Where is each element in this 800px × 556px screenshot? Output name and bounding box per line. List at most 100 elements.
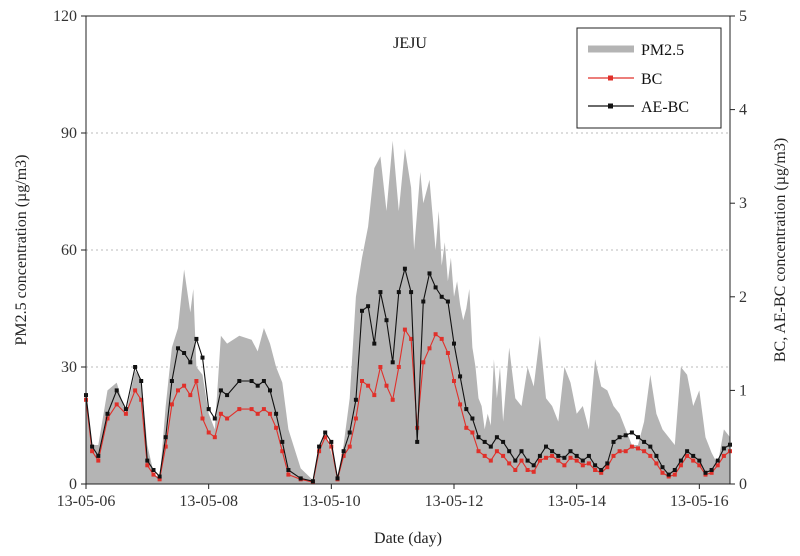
- bc-point: [562, 463, 567, 468]
- aebc-point: [114, 388, 119, 393]
- bc-point: [353, 416, 358, 421]
- bc-point: [163, 444, 168, 449]
- bc-point: [133, 388, 138, 393]
- bc-point: [501, 453, 506, 458]
- bc-point: [672, 472, 677, 477]
- aebc-point: [90, 444, 95, 449]
- aebc-point: [384, 318, 389, 323]
- bc-point: [599, 470, 604, 475]
- bc-point: [636, 446, 640, 451]
- bc-point: [151, 472, 156, 477]
- aebc-point: [629, 430, 634, 435]
- aebc-point: [599, 468, 604, 472]
- bc-point: [274, 425, 279, 430]
- y-right-axis-title: BC, AE-BC concentration (µg/m3): [772, 138, 789, 362]
- bc-point: [261, 407, 266, 412]
- bc-point: [237, 407, 242, 412]
- bc-point: [188, 393, 193, 398]
- bc-point: [678, 463, 683, 468]
- bc-point: [268, 411, 272, 416]
- aebc-point: [445, 299, 450, 304]
- bc-point: [286, 472, 291, 477]
- bc-point: [280, 449, 285, 454]
- aebc-point: [298, 476, 303, 481]
- aebc-point: [200, 355, 205, 360]
- bc-point: [90, 449, 95, 454]
- bc-point: [255, 411, 260, 416]
- aebc-point: [237, 379, 242, 383]
- bc-point: [123, 411, 128, 416]
- aebc-point: [415, 439, 420, 444]
- bc-point: [458, 402, 463, 407]
- aebc-point: [372, 341, 377, 346]
- bc-point: [433, 332, 438, 337]
- aebc-point: [157, 474, 162, 479]
- bc-point: [182, 383, 187, 388]
- aebc-point: [206, 407, 211, 412]
- aebc-point: [341, 449, 346, 454]
- aebc-point: [494, 435, 499, 440]
- bc-point: [415, 425, 420, 430]
- bc-point: [537, 458, 542, 463]
- y-left-tick-label: 90: [61, 125, 77, 142]
- aebc-point: [268, 388, 272, 393]
- aebc-point: [360, 308, 364, 313]
- bc-point: [464, 425, 469, 430]
- aebc-point: [421, 299, 426, 304]
- bc-point: [390, 397, 395, 402]
- bc-point: [114, 402, 119, 407]
- aebc-point: [280, 439, 285, 444]
- aebc-point: [310, 479, 315, 484]
- bc-point: [206, 430, 211, 435]
- y-right-tick-label: 0: [739, 476, 747, 493]
- bc-point: [482, 453, 487, 458]
- aebc-point: [378, 290, 383, 295]
- bc-point: [347, 444, 352, 449]
- aebc-point: [544, 444, 548, 449]
- aebc-point: [433, 285, 438, 290]
- bc-point: [194, 379, 199, 383]
- aebc-point: [218, 388, 223, 393]
- aebc-point: [568, 449, 573, 454]
- aebc-point: [139, 379, 144, 383]
- aebc-point: [182, 351, 187, 355]
- aebc-point: [96, 453, 101, 458]
- aebc-point: [562, 455, 567, 460]
- aebc-point: [176, 346, 180, 351]
- bc-point: [531, 469, 536, 474]
- bc-point: [176, 388, 180, 393]
- aebc-point: [507, 449, 512, 454]
- bc-point: [396, 365, 401, 369]
- aebc-point: [550, 449, 555, 454]
- aebc-point: [145, 458, 150, 463]
- bc-point: [169, 402, 174, 407]
- bc-point: [329, 444, 334, 449]
- aebc-point: [636, 435, 640, 440]
- y-left-tick-label: 0: [69, 476, 77, 493]
- aebc-point: [194, 336, 199, 341]
- bc-point: [225, 416, 230, 421]
- aebc-point: [105, 411, 110, 416]
- aebc-point: [482, 439, 487, 444]
- bc-point: [525, 468, 530, 472]
- aebc-point: [255, 383, 260, 388]
- bc-point: [519, 458, 524, 463]
- aebc-point: [715, 458, 720, 463]
- aebc-point: [353, 397, 358, 402]
- aebc-point: [261, 379, 266, 383]
- aebc-point: [611, 439, 616, 444]
- aebc-point: [133, 365, 138, 369]
- aebc-point: [697, 458, 702, 463]
- bc-point: [427, 346, 432, 351]
- aebc-point: [537, 453, 542, 458]
- aebc-point: [212, 416, 217, 421]
- aebc-point: [678, 458, 683, 463]
- bc-point: [586, 461, 591, 466]
- bc-point: [157, 477, 162, 482]
- bc-point: [574, 458, 579, 463]
- aebc-point: [703, 470, 708, 475]
- bc-point: [218, 411, 223, 416]
- bc-point: [96, 458, 101, 463]
- aebc-point: [249, 379, 254, 383]
- bc-point: [556, 458, 561, 463]
